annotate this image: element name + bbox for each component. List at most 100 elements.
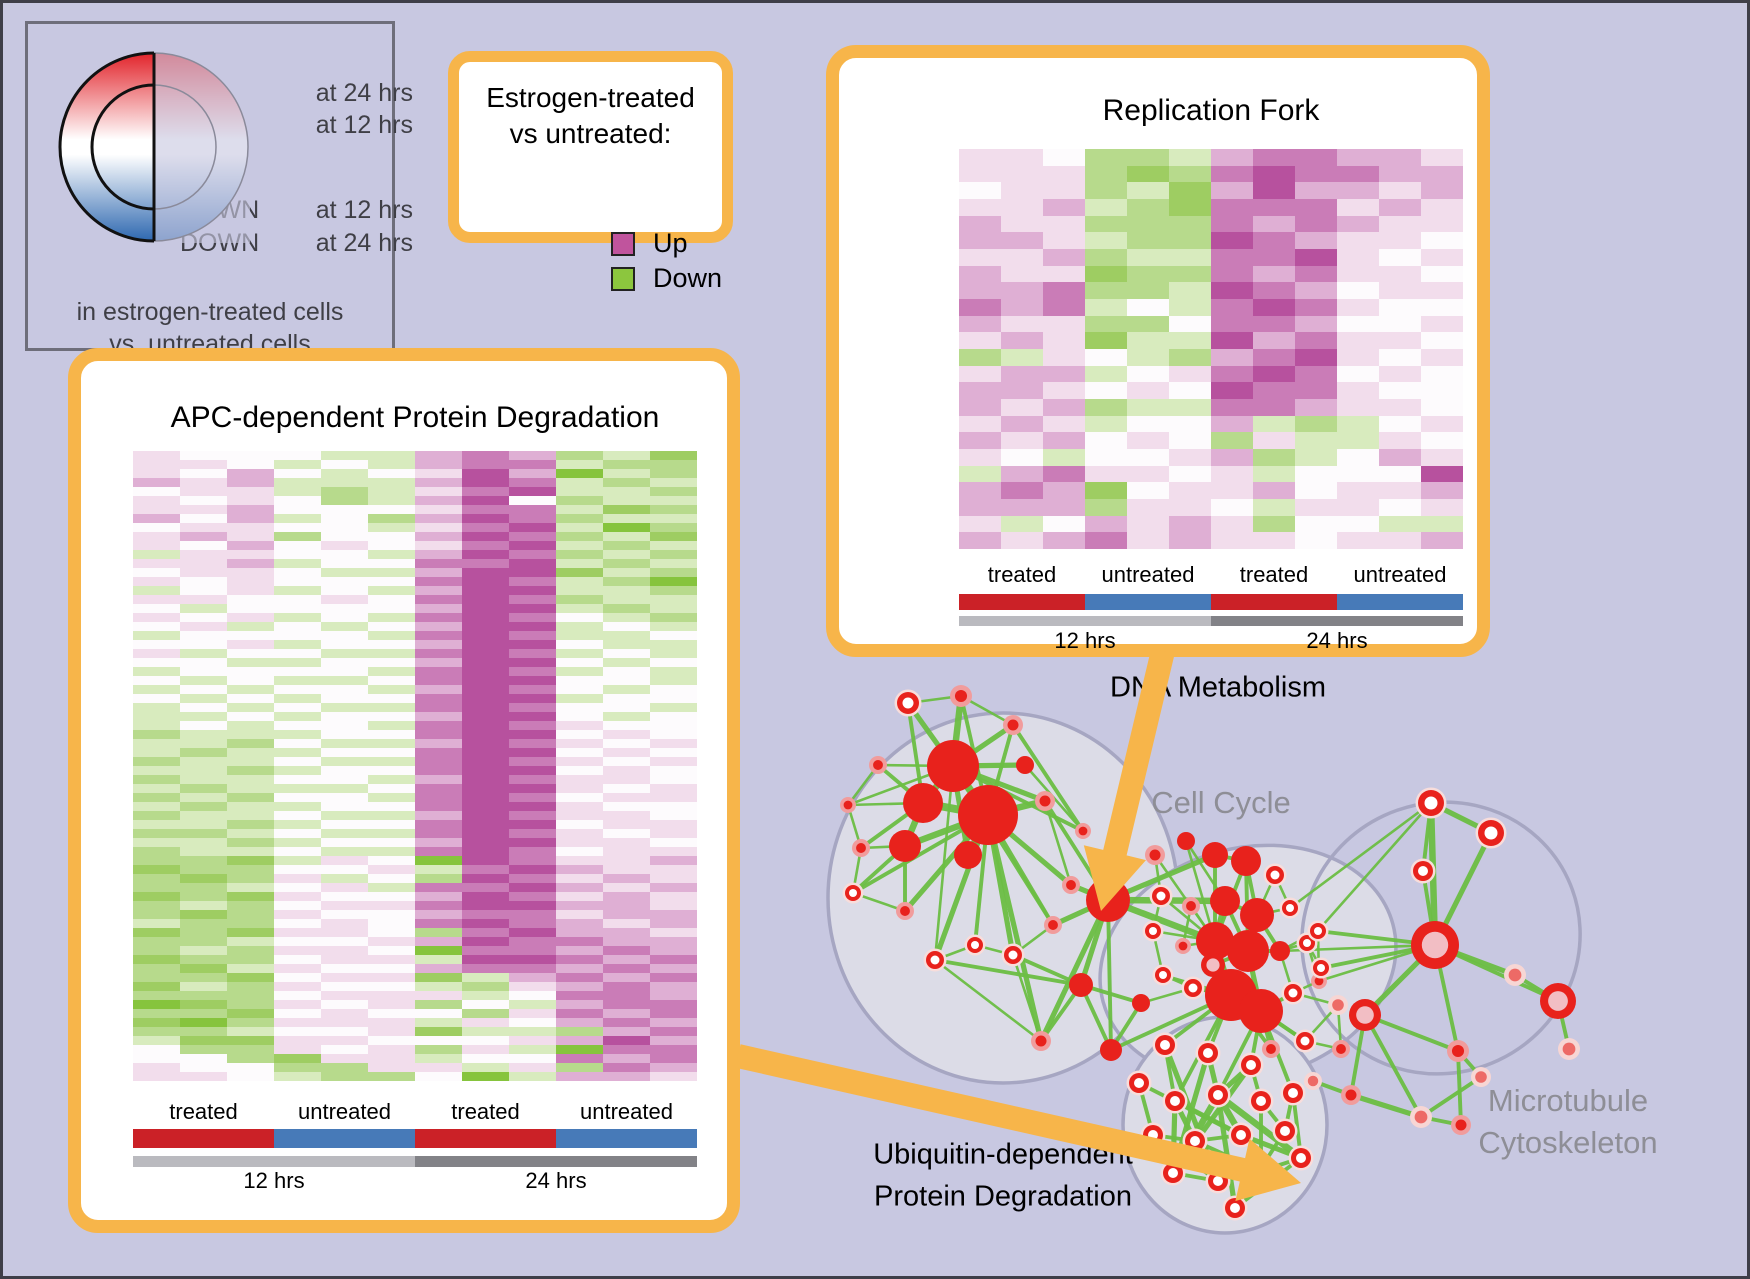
heatmap-cell <box>509 1018 556 1027</box>
heatmap-cell <box>274 1018 321 1027</box>
heatmap-cell <box>1211 515 1253 533</box>
network-node <box>927 740 979 792</box>
heatmap-cell <box>133 991 180 1000</box>
heatmap-cell <box>603 856 650 865</box>
heatmap-cell <box>1211 215 1253 233</box>
time-label-text: at 12 hrs <box>315 196 413 224</box>
heatmap-cell <box>1253 498 1295 516</box>
heatmap-cell <box>603 1036 650 1045</box>
heatmap-cell <box>227 505 274 514</box>
group-label-0: treated <box>169 1099 238 1124</box>
heatmap-cell <box>415 901 462 910</box>
repfork-panel: Replication Fork treated untreated treated u… <box>826 45 1490 657</box>
heatmap-cell <box>556 910 603 919</box>
heatmap-cell <box>321 1009 368 1018</box>
heatmap-cell <box>321 901 368 910</box>
heatmap-cell <box>1001 298 1043 316</box>
heatmap-cell <box>133 667 180 676</box>
network-node <box>1126 1070 1152 1096</box>
heatmap-cell <box>133 721 180 730</box>
heatmap-cell <box>1253 215 1295 233</box>
heatmap-cell <box>1379 282 1421 299</box>
network-node <box>1140 1122 1166 1148</box>
heatmap-cell <box>368 460 415 469</box>
heatmap-cell <box>556 1009 603 1018</box>
network-edge <box>1363 1013 1460 1053</box>
legend-item-up: Up <box>611 228 688 259</box>
heatmap-cell <box>603 1000 650 1009</box>
heatmap-cell <box>321 847 368 856</box>
heatmap-cell <box>321 1000 368 1009</box>
heatmap-cell <box>227 451 274 460</box>
network-node <box>1003 715 1023 735</box>
network-node <box>1205 1168 1231 1194</box>
heatmap-cell <box>650 838 697 847</box>
heatmap-cell <box>1127 315 1169 333</box>
heatmap-cell <box>227 532 274 541</box>
heatmap-cell <box>180 613 227 622</box>
heatmap-cell <box>415 955 462 964</box>
heatmap-cell <box>1337 198 1379 216</box>
apc-panel: APC-dependent Protein Degradation treated… <box>68 348 740 1233</box>
heatmap-cell <box>603 559 650 568</box>
heatmap-cell <box>133 964 180 973</box>
heatmap-cell <box>415 820 462 829</box>
heatmap-cell <box>321 487 368 496</box>
heatmap-cell <box>321 496 368 505</box>
heatmap-cell <box>180 928 227 937</box>
heatmap-cell <box>227 1054 274 1063</box>
heatmap-cell <box>274 676 321 685</box>
heatmap-cell <box>133 550 180 559</box>
heatmap-cell <box>556 883 603 892</box>
heatmap-cell <box>650 910 697 919</box>
heatmap-cell <box>650 739 697 748</box>
network-node <box>1075 823 1091 839</box>
heatmap-cell <box>368 748 415 757</box>
time-label-text: at 12 hrs <box>315 111 413 139</box>
heatmap-cell <box>368 505 415 514</box>
heatmap-cell <box>959 365 1001 383</box>
heatmap-cell <box>1295 482 1337 499</box>
network-node <box>1205 1082 1231 1108</box>
heatmap-cell <box>509 892 556 901</box>
heatmap-cell <box>274 505 321 514</box>
heatmap-cell <box>321 721 368 730</box>
heatmap-cell <box>274 451 321 460</box>
heatmap-cell <box>603 667 650 676</box>
heatmap-cell <box>959 382 1001 399</box>
heatmap-cell <box>650 946 697 955</box>
heatmap-cell <box>603 919 650 928</box>
time-label-12hrs: 12 hrs <box>1054 628 1116 653</box>
time-label-text: at 24 hrs <box>315 229 413 257</box>
heatmap-cell <box>180 514 227 523</box>
heatmap-cell <box>650 766 697 775</box>
network-edge <box>1288 801 1433 910</box>
heatmap-cell <box>180 658 227 667</box>
heatmap-cell <box>227 1045 274 1054</box>
heatmap-cell <box>1337 248 1379 266</box>
heatmap-cell <box>556 847 603 856</box>
heatmap-cell <box>462 1054 509 1063</box>
heatmap-cell <box>1043 282 1085 299</box>
heatmap-cell <box>603 928 650 937</box>
heatmap-cell <box>321 676 368 685</box>
heatmap-cell <box>1085 348 1127 366</box>
heatmap-cell <box>603 955 650 964</box>
network-node <box>1540 983 1576 1019</box>
heatmap-cell <box>1085 382 1127 399</box>
heatmap-cell <box>1295 532 1337 549</box>
heatmap-cell <box>650 775 697 784</box>
heatmap-cell <box>321 523 368 532</box>
heatmap-cell <box>1421 298 1463 316</box>
heatmap-cell <box>415 982 462 991</box>
heatmap-cell <box>462 622 509 631</box>
heatmap-cell <box>650 469 697 478</box>
treated-bar-2 <box>1211 594 1337 610</box>
heatmap-cell <box>274 469 321 478</box>
heatmap-cell <box>650 496 697 505</box>
network-node <box>1332 1040 1350 1058</box>
heatmap-cell <box>415 847 462 856</box>
heatmap-cell <box>1421 182 1463 199</box>
heatmap-cell <box>509 937 556 946</box>
heatmap-cell <box>650 802 697 811</box>
